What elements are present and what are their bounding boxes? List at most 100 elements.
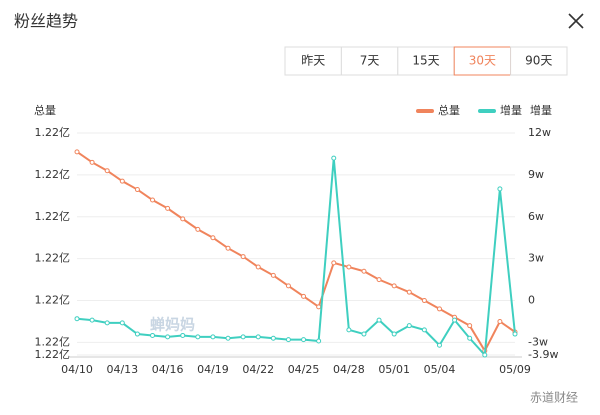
tab-label: 7天: [360, 54, 380, 68]
y2-tick-label: 12w: [528, 126, 551, 139]
point: [119, 178, 125, 184]
y2-tick-label: 9w: [528, 168, 544, 181]
x-tick-label: 04/16: [152, 363, 184, 376]
y2-tick-label: 0: [528, 294, 535, 307]
y-tick-label: 1.22亿: [35, 210, 71, 223]
point: [134, 187, 140, 193]
point: [346, 327, 352, 333]
tab[interactable]: 15天: [397, 46, 455, 76]
point: [89, 159, 95, 165]
series-line: [76, 158, 516, 358]
point: [210, 235, 216, 241]
point: [406, 323, 412, 329]
tab-label: 90天: [525, 54, 552, 68]
point: [391, 283, 397, 289]
y2-axis-label: 增量: [530, 103, 552, 117]
point: [134, 331, 140, 337]
point: [89, 317, 95, 323]
y2-tick-label: 3w: [528, 252, 544, 265]
point: [285, 283, 291, 289]
x-tick-label: 05/04: [424, 363, 456, 376]
y-tick-label: 1.22亿: [35, 126, 71, 139]
point: [512, 331, 518, 337]
point: [391, 331, 397, 337]
tab[interactable]: 昨天: [284, 46, 342, 76]
point: [225, 245, 231, 251]
point: [467, 323, 473, 329]
tab-label: 30天: [469, 54, 496, 68]
tab[interactable]: 7天: [340, 46, 399, 76]
point: [150, 332, 156, 338]
tab-box: [340, 46, 399, 76]
point: [316, 338, 322, 344]
point: [225, 335, 231, 341]
point: [255, 264, 261, 270]
x-tick-label: 04/10: [61, 363, 93, 376]
point: [346, 264, 352, 270]
x-tick-label: 04/19: [197, 363, 229, 376]
y-tick-label: 1.22亿: [35, 335, 71, 348]
point: [436, 306, 442, 312]
point: [301, 337, 307, 343]
point: [210, 334, 216, 340]
point: [361, 331, 367, 337]
point: [285, 337, 291, 343]
point: [497, 318, 503, 324]
point: [361, 268, 367, 274]
point: [74, 316, 80, 322]
point: [376, 317, 382, 323]
point: [421, 298, 427, 304]
point: [497, 186, 503, 192]
x-tick-label: 04/28: [333, 363, 365, 376]
point: [452, 317, 458, 323]
legend-label: 增量: [500, 103, 522, 117]
point: [482, 352, 488, 358]
tab-label: 昨天: [301, 54, 325, 68]
tab-box: [397, 46, 455, 76]
point: [195, 226, 201, 232]
panel-title: 粉丝趋势: [14, 12, 78, 31]
tab[interactable]: 90天: [510, 46, 568, 76]
point: [165, 205, 171, 211]
x-tick-label: 05/01: [378, 363, 410, 376]
series-line: [76, 151, 516, 353]
y-tick-label: 1.22亿: [35, 168, 71, 181]
tab[interactable]: 30天: [453, 46, 512, 76]
tab-label: 15天: [412, 54, 439, 68]
point: [376, 277, 382, 283]
legend-label: 总量: [438, 103, 460, 117]
point: [316, 304, 322, 310]
point: [331, 260, 337, 266]
point: [240, 334, 246, 340]
point: [270, 335, 276, 341]
point: [406, 289, 412, 295]
point: [421, 327, 427, 333]
y2-tick-label: 6w: [528, 210, 544, 223]
point: [331, 155, 337, 161]
x-tick-label: 05/09: [499, 363, 531, 376]
point: [255, 334, 261, 340]
y2-tick-label: -3w: [528, 335, 548, 348]
y-axis-label: 总量: [34, 103, 56, 117]
point: [240, 254, 246, 260]
point: [74, 149, 80, 155]
watermark: 赤道财经: [530, 391, 578, 405]
close-button[interactable]: [568, 13, 584, 29]
point: [180, 332, 186, 338]
point: [104, 320, 110, 326]
point: [150, 197, 156, 203]
point: [104, 168, 110, 174]
point: [301, 293, 307, 299]
point: [270, 272, 276, 278]
y-tick-label: 1.22亿: [35, 252, 71, 265]
point: [195, 334, 201, 340]
x-tick-label: 04/25: [288, 363, 320, 376]
tab-box: [510, 46, 568, 76]
tab-bar: 昨天 7天 15天 30天 90天: [284, 46, 568, 76]
point: [165, 334, 171, 340]
point: [467, 335, 473, 341]
close-icon: [568, 13, 584, 29]
tab-box: [453, 46, 512, 76]
x-tick-label: 04/22: [242, 363, 274, 376]
